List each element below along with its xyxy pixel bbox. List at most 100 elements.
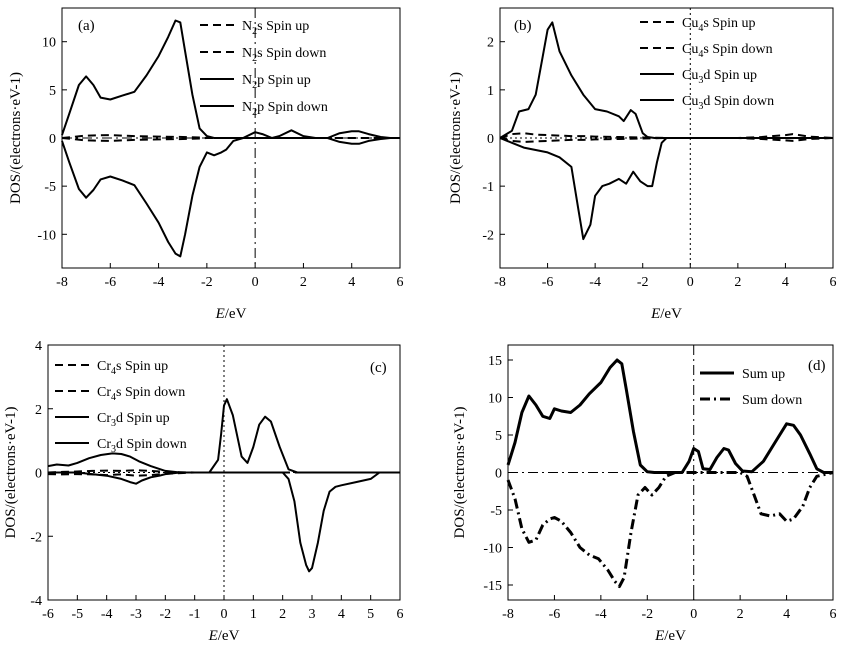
x-tick-label: 2 [279, 607, 286, 622]
y-tick-label: 5 [495, 429, 502, 444]
series-line-3 [48, 471, 400, 573]
y-tick-label: -10 [37, 228, 56, 243]
legend-label: Sum up [742, 367, 785, 382]
x-tick-label: -2 [159, 607, 171, 622]
x-tick-label: -3 [130, 607, 142, 622]
x-tick-label: 0 [221, 607, 228, 622]
x-axis-label: E/eV [208, 628, 240, 644]
series-line-2 [499, 21, 833, 139]
x-tick-label: 0 [687, 275, 694, 290]
series-line-1 [499, 137, 834, 143]
x-tick-label: 2 [737, 607, 744, 622]
x-tick-label: 0 [252, 275, 259, 290]
x-tick-label: -8 [56, 275, 68, 290]
y-tick-label: -5 [490, 504, 502, 519]
y-tick-label: 10 [42, 36, 56, 51]
y-tick-label: -4 [30, 594, 42, 609]
legend-label: N2p Spin down [242, 100, 328, 118]
x-tick-label: 4 [783, 607, 790, 622]
y-tick-label: 4 [35, 339, 42, 354]
x-tick-label: 4 [348, 275, 355, 290]
y-tick-label: 2 [35, 403, 42, 418]
x-tick-label: 4 [338, 607, 345, 622]
x-tick-label: 3 [309, 607, 316, 622]
x-tick-label: 2 [734, 275, 741, 290]
y-tick-label: 15 [488, 354, 502, 369]
x-tick-label: -2 [641, 607, 653, 622]
x-tick-label: -6 [42, 607, 54, 622]
series-line-0 [506, 358, 833, 474]
x-tick-label: -6 [542, 275, 554, 290]
y-axis-label: DOS/(electrons·eV-1) [8, 72, 24, 204]
y-axis-label: DOS/(electrons·eV-1) [3, 407, 19, 539]
x-tick-label: -4 [589, 275, 601, 290]
x-tick-label: 6 [830, 275, 837, 290]
x-tick-label: 6 [397, 607, 404, 622]
y-tick-label: -5 [44, 180, 56, 195]
legend-label: N2p Spin up [242, 73, 311, 91]
series-line-3 [499, 137, 833, 241]
x-tick-label: 6 [830, 607, 837, 622]
y-tick-label: 0 [487, 132, 494, 147]
x-tick-label: -1 [189, 607, 201, 622]
panel-label: (d) [808, 358, 826, 374]
series-line-2 [61, 19, 400, 139]
x-tick-label: -4 [595, 607, 607, 622]
legend-label: Cu3d Spin up [682, 68, 757, 86]
legend-label: N2s Spin down [242, 46, 326, 64]
x-tick-label: -4 [153, 275, 165, 290]
x-axis-label: E/eV [215, 306, 247, 322]
y-tick-label: 1 [487, 84, 494, 99]
legend-label: Cr4s Spin up [97, 359, 168, 377]
y-tick-label: -15 [483, 579, 502, 594]
x-tick-label: 6 [397, 275, 404, 290]
x-tick-label: -5 [71, 607, 83, 622]
panel-label: (a) [78, 18, 95, 34]
x-tick-label: -8 [494, 275, 506, 290]
y-tick-label: -2 [482, 228, 494, 243]
legend-label: Cr4s Spin down [97, 385, 185, 403]
y-tick-label: 0 [49, 132, 56, 147]
y-tick-label: 0 [495, 467, 502, 482]
legend-label: Sum down [742, 393, 802, 408]
x-tick-label: 5 [367, 607, 374, 622]
x-tick-label: -2 [637, 275, 649, 290]
y-tick-label: 0 [35, 467, 42, 482]
y-axis-label: DOS/(electrons·eV-1) [452, 407, 468, 539]
legend-label: N2s Spin up [242, 19, 309, 37]
legend-label: Cr3d Spin down [97, 437, 187, 455]
y-tick-label: -1 [482, 180, 494, 195]
x-tick-label: -4 [101, 607, 113, 622]
x-tick-label: 1 [250, 607, 257, 622]
legend-label: Cu4s Spin down [682, 42, 773, 60]
panel-b: -8 -6 -4 -2 0 2 4 6 -2 -1 0 1 2 E/eV DOS/(electrons·eV… [448, 7, 837, 322]
x-axis-label: E/eV [654, 628, 686, 644]
panel-a: -8 -6 -4 -2 0 2 4 6 -10 -5 0 5 10 E/eV DOS/(electrons·… [8, 7, 404, 322]
legend-label: Cu3d Spin down [682, 94, 774, 112]
y-tick-label: 2 [487, 36, 494, 51]
series-line-3 [61, 137, 400, 258]
series-line-1 [47, 471, 400, 477]
x-tick-label: -6 [104, 275, 116, 290]
y-tick-label: -10 [483, 542, 502, 557]
legend-label: Cr3d Spin up [97, 411, 170, 429]
x-tick-label: 2 [300, 275, 307, 290]
y-tick-label: 10 [488, 392, 502, 407]
panel-label: (c) [370, 360, 387, 376]
x-axis-label: E/eV [650, 306, 682, 322]
series-line-0 [499, 132, 834, 139]
legend-label: Cu4s Spin up [682, 16, 755, 34]
panel-label: (b) [514, 18, 532, 34]
x-tick-label: -6 [549, 607, 561, 622]
series-line-1 [506, 471, 834, 588]
panel-c: -6 -5 -4 -3 -2 -1 0 1 2 3 4 5 6 -4 -2 0 2 4 E/eV DOS/(elect… [3, 339, 404, 644]
y-tick-label: 5 [49, 84, 56, 99]
x-tick-label: 4 [782, 275, 789, 290]
x-tick-label: 0 [690, 607, 697, 622]
series-line-2 [47, 398, 400, 474]
x-tick-label: -2 [201, 275, 213, 290]
y-tick-label: -2 [30, 530, 42, 545]
panel-d: -8 -6 -4 -2 0 2 4 6 -15 -10 -5 0 5 10 15 E/eV DOS/(elect… [452, 344, 837, 644]
x-tick-label: -8 [502, 607, 514, 622]
